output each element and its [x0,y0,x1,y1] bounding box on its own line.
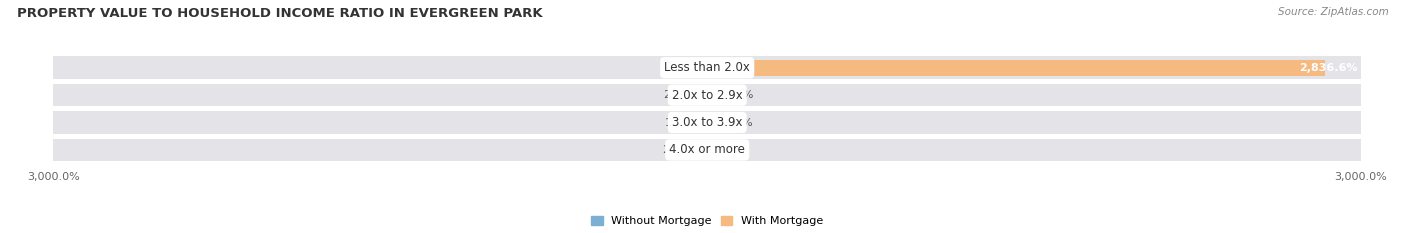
Bar [53,111,1361,134]
Text: 2.0x to 2.9x: 2.0x to 2.9x [672,89,742,102]
Bar [704,115,707,130]
Text: 31.8%: 31.8% [662,63,697,73]
Bar [702,87,707,103]
Text: 4.0x or more: 4.0x or more [669,144,745,156]
Bar [700,60,707,76]
Text: Less than 2.0x: Less than 2.0x [664,61,751,74]
Text: 29.9%: 29.9% [717,117,752,127]
Bar [702,142,707,158]
Text: 37.6%: 37.6% [718,90,754,100]
Text: 2,836.6%: 2,836.6% [1299,63,1358,73]
Text: 13.6%: 13.6% [713,145,749,155]
Bar [53,56,1361,79]
Text: 23.8%: 23.8% [664,90,699,100]
Bar [707,87,716,103]
Legend: Without Mortgage, With Mortgage: Without Mortgage, With Mortgage [592,216,823,226]
Bar [53,84,1361,106]
Text: PROPERTY VALUE TO HOUSEHOLD INCOME RATIO IN EVERGREEN PARK: PROPERTY VALUE TO HOUSEHOLD INCOME RATIO… [17,7,543,20]
Text: 15.5%: 15.5% [665,117,700,127]
Bar [53,139,1361,161]
Text: 28.6%: 28.6% [662,145,697,155]
Bar [707,115,714,130]
Bar [707,60,1326,76]
Text: Source: ZipAtlas.com: Source: ZipAtlas.com [1278,7,1389,17]
Bar [707,142,710,158]
Text: 3.0x to 3.9x: 3.0x to 3.9x [672,116,742,129]
